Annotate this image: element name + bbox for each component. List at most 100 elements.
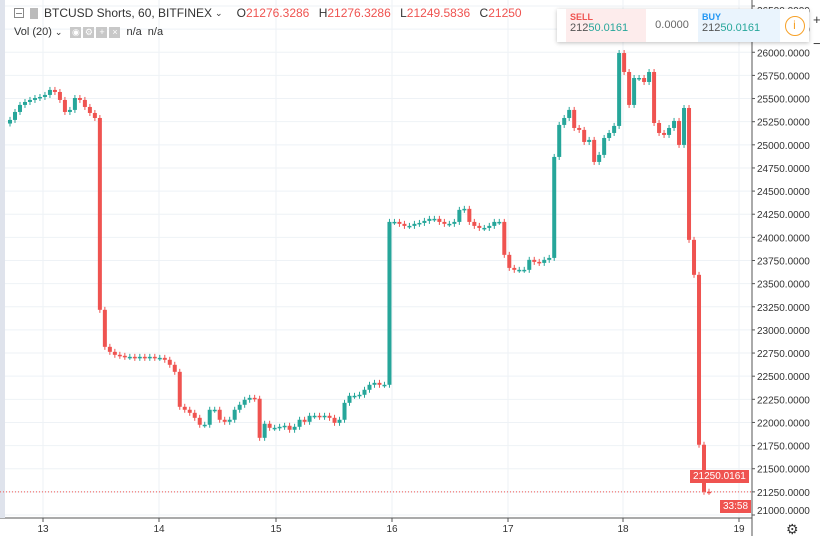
zoom-out-button[interactable]: − xyxy=(813,36,820,51)
candle xyxy=(177,371,182,407)
candle xyxy=(87,106,92,113)
candle xyxy=(507,254,512,268)
candle xyxy=(257,398,262,438)
candle xyxy=(517,269,522,272)
candle xyxy=(332,417,337,423)
candle xyxy=(547,257,552,260)
candle xyxy=(392,221,397,224)
symbol-legend: BTCUSD Shorts, 60, BITFINEX ⌄ O21276.328… xyxy=(14,6,528,20)
candle xyxy=(497,221,502,224)
candle xyxy=(707,491,711,494)
candle xyxy=(247,397,252,400)
y-tick-label: 25000.0000 xyxy=(757,141,810,152)
candle xyxy=(672,120,677,128)
candle xyxy=(552,156,557,258)
candle xyxy=(567,109,572,118)
candle xyxy=(487,225,492,228)
chevron-down-icon[interactable]: ⌄ xyxy=(215,7,223,18)
settings-icon[interactable]: ⚙ xyxy=(83,26,95,38)
candle xyxy=(67,109,72,112)
info-button[interactable]: i xyxy=(780,9,809,42)
plus-icon[interactable]: + xyxy=(96,26,108,38)
candle xyxy=(572,109,577,128)
candle xyxy=(322,415,327,418)
candle xyxy=(647,71,652,82)
candle xyxy=(542,259,547,263)
close-value: 21250 xyxy=(488,6,522,20)
candle xyxy=(467,208,472,222)
y-tick-label: 22750.0000 xyxy=(757,349,810,360)
candle xyxy=(132,356,137,359)
candle xyxy=(452,221,457,224)
candle xyxy=(652,71,657,123)
left-scrollbar xyxy=(0,0,5,518)
candle xyxy=(677,120,682,145)
candle xyxy=(662,132,667,135)
candle xyxy=(427,218,432,221)
high-value: 21276.3286 xyxy=(327,6,391,20)
y-tick-label: 26000.0000 xyxy=(757,48,810,59)
volume-value: n/a xyxy=(126,26,142,38)
candle xyxy=(337,419,342,423)
drag-handle[interactable] xyxy=(557,9,566,42)
gear-icon[interactable]: ⚙ xyxy=(786,521,799,537)
candle xyxy=(422,220,427,223)
candle xyxy=(207,409,212,425)
candle xyxy=(512,267,517,270)
candle xyxy=(292,426,297,430)
spread-value: 0.0000 xyxy=(655,19,689,31)
candle xyxy=(412,223,417,226)
x-tick-label: 13 xyxy=(37,524,49,535)
eye-icon[interactable]: ◉ xyxy=(70,26,82,38)
buy-button[interactable]: BUY 21250.0161 xyxy=(698,9,780,42)
candle xyxy=(137,356,142,359)
zoom-in-button[interactable]: + xyxy=(813,12,820,27)
candle xyxy=(157,357,162,360)
candle xyxy=(457,209,462,222)
candle xyxy=(307,415,312,422)
bar-countdown: 33:58 xyxy=(720,500,752,513)
chevron-down-icon[interactable]: ⌄ xyxy=(54,26,63,37)
candle xyxy=(432,218,437,221)
close-icon[interactable]: × xyxy=(109,26,121,38)
candle xyxy=(397,221,402,224)
candle xyxy=(152,356,157,359)
candle xyxy=(492,221,497,226)
open-value: 21276.3286 xyxy=(245,6,310,20)
candle xyxy=(537,261,542,264)
candle xyxy=(657,122,662,133)
candle xyxy=(212,409,217,412)
flag-icon[interactable] xyxy=(30,7,38,19)
collapse-icon[interactable] xyxy=(14,8,24,18)
candle xyxy=(472,221,477,226)
candle xyxy=(8,119,12,124)
candle xyxy=(282,425,287,428)
y-tick-label: 23250.0000 xyxy=(757,303,810,314)
candle xyxy=(42,94,47,97)
candle xyxy=(402,223,407,226)
sell-button[interactable]: SELL 21250.0161 xyxy=(566,9,646,42)
candle xyxy=(557,124,562,157)
last-price-label: 21250.0161 xyxy=(690,470,749,483)
volume-ma-value: n/a xyxy=(147,26,164,38)
candle xyxy=(687,107,692,240)
y-tick-label: 21500.0000 xyxy=(757,465,810,476)
candle xyxy=(462,208,467,211)
candle xyxy=(92,112,97,118)
candle xyxy=(617,53,622,126)
x-tick-label: 19 xyxy=(733,524,745,535)
candle xyxy=(162,357,167,360)
x-tick-label: 15 xyxy=(270,524,282,535)
candle xyxy=(122,355,127,358)
y-tick-label: 21250.0000 xyxy=(757,488,810,499)
volume-label[interactable]: Vol (20) xyxy=(14,26,52,38)
y-tick-label: 22000.0000 xyxy=(757,418,810,429)
candle xyxy=(12,111,17,120)
y-tick-label: 21750.0000 xyxy=(757,442,810,453)
candle xyxy=(117,354,122,357)
symbol-title[interactable]: BTCUSD Shorts, 60, BITFINEX xyxy=(44,6,213,20)
candle xyxy=(77,97,82,100)
x-tick-label: 14 xyxy=(153,524,165,535)
y-tick-label: 23000.0000 xyxy=(757,326,810,337)
